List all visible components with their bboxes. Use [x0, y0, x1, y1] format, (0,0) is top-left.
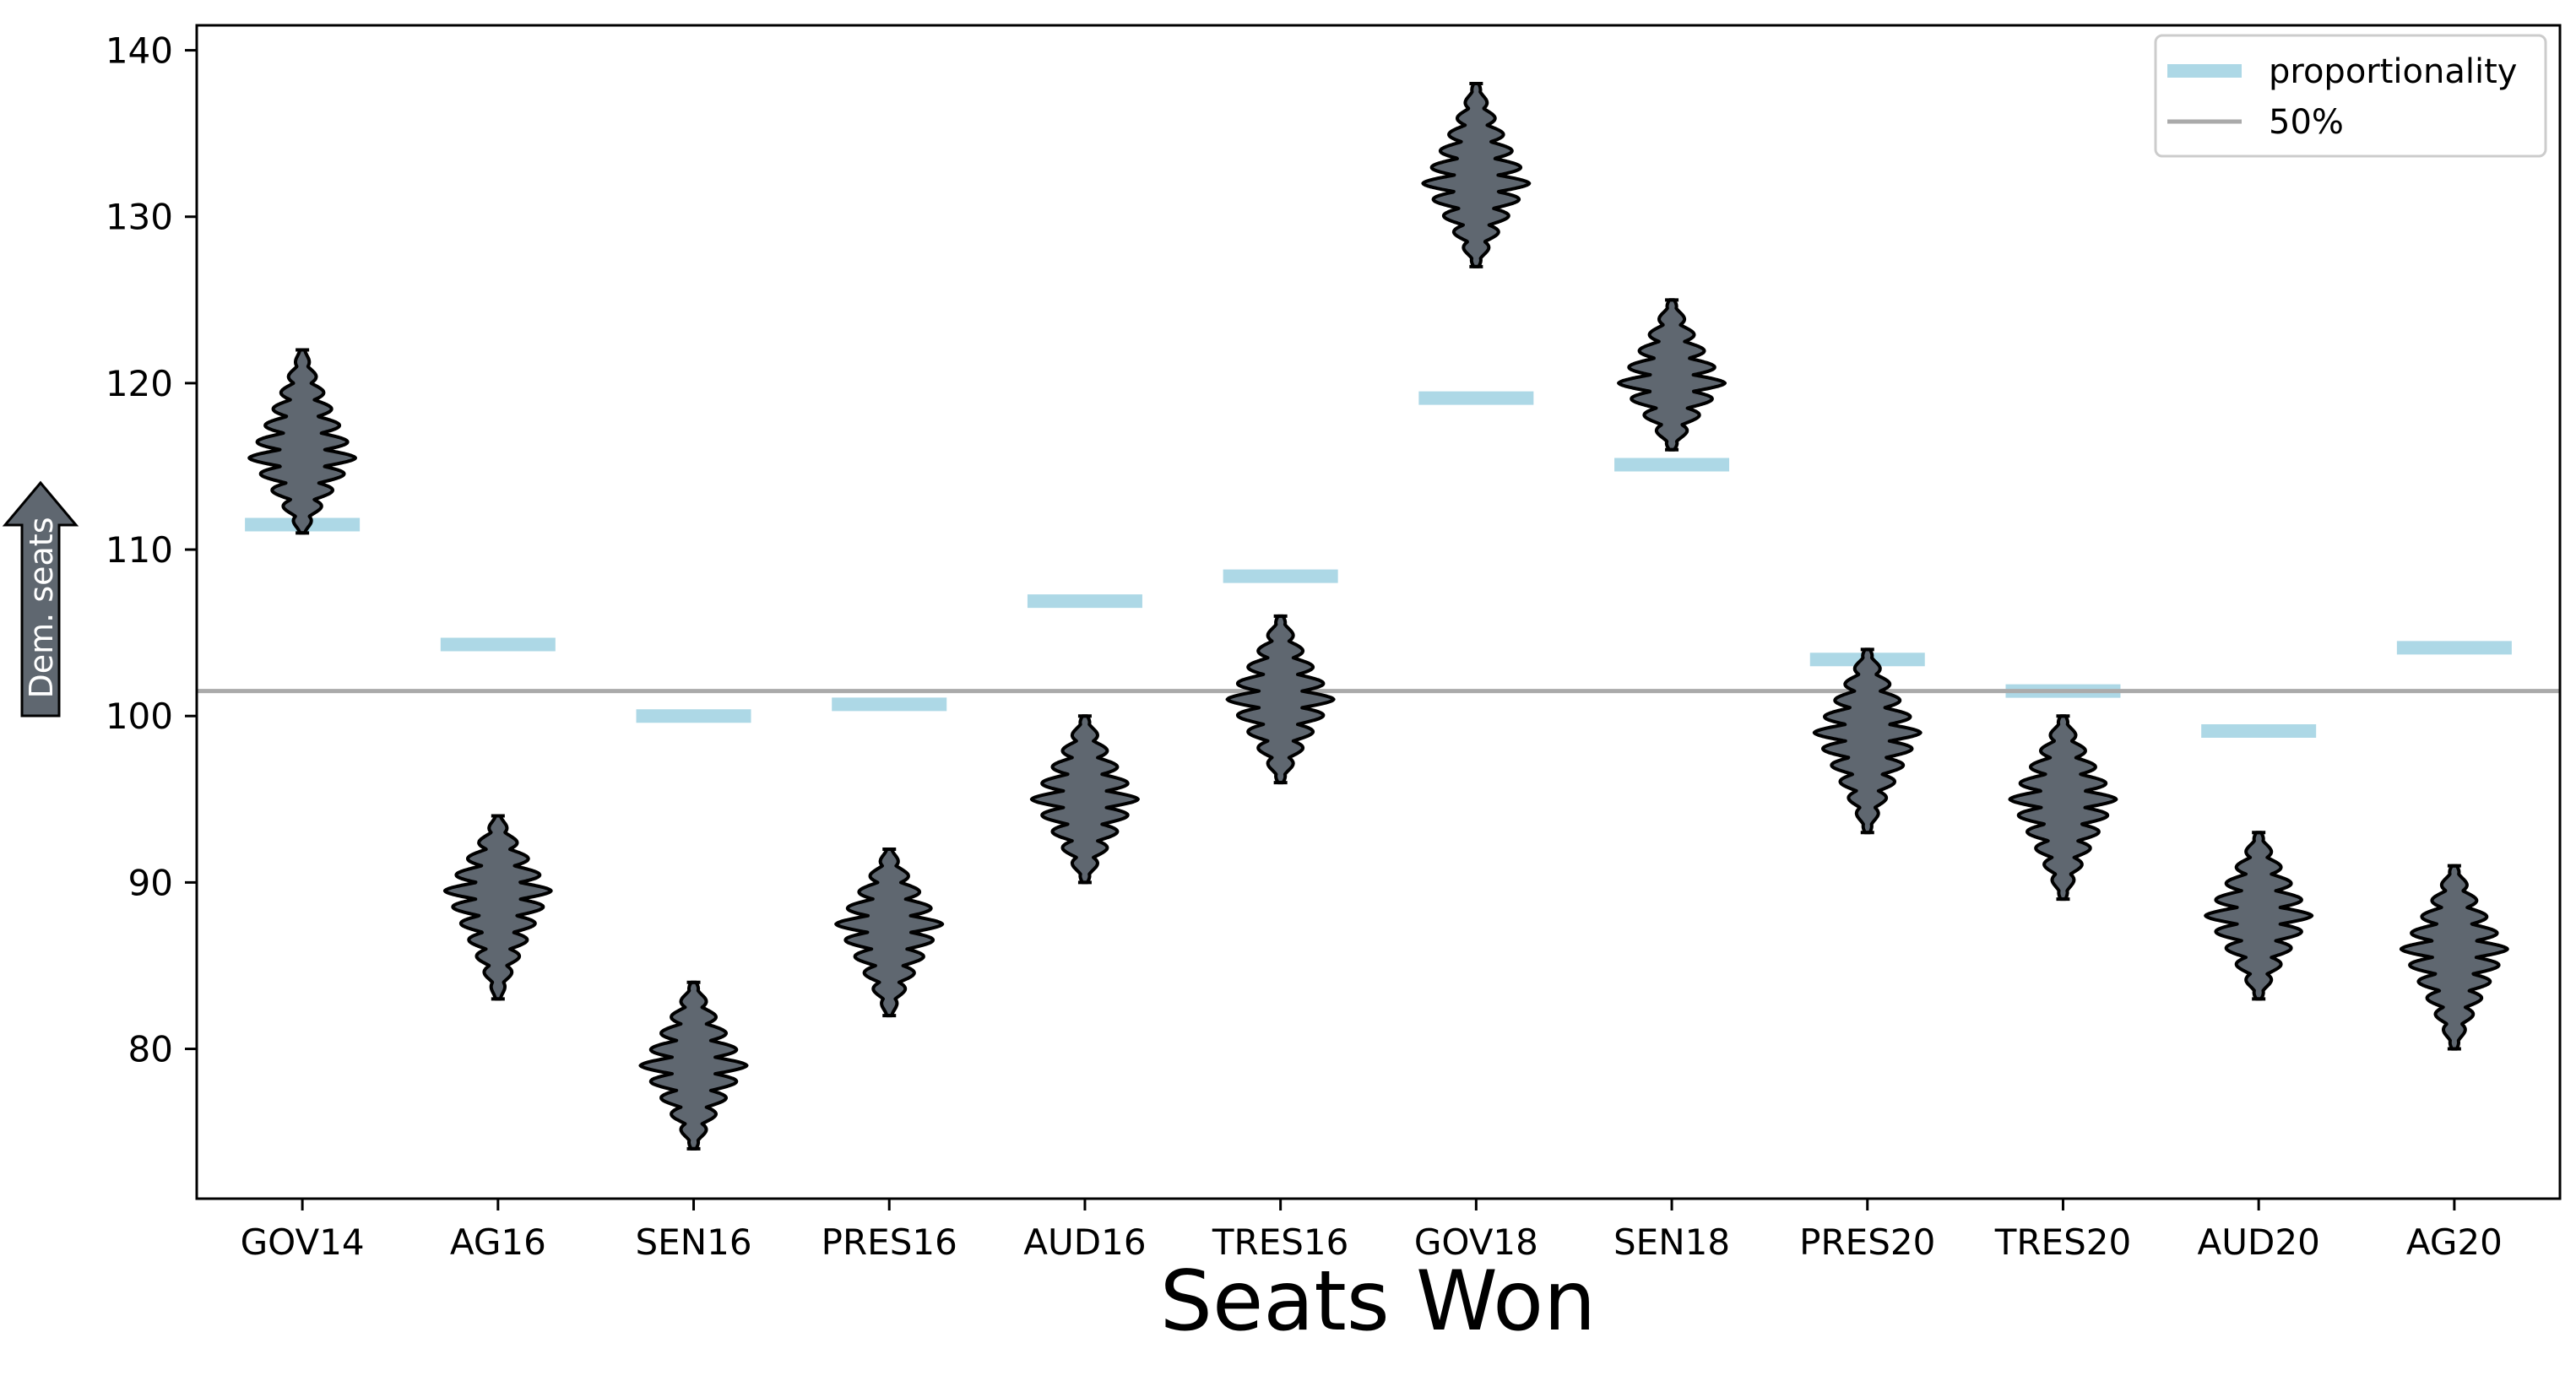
legend-box [2154, 34, 2547, 158]
x-tick-label: SEN18 [1613, 1221, 1730, 1263]
y-tick-label: 140 [106, 30, 173, 72]
dem-seats-arrow: Dem. seats [2, 480, 79, 718]
y-ticks: 80 90 100 110 120 130 140 [106, 30, 197, 1070]
x-tick-label: AUD16 [1023, 1221, 1146, 1263]
x-ticks: GOV14 AG16 SEN16 PRES16 AUD16 TRES16 GOV18 SEN1… [241, 1199, 2503, 1263]
x-tick-label: AUD20 [2198, 1221, 2320, 1263]
y-tick-label: 120 [106, 363, 173, 404]
x-tick-label: AG16 [450, 1221, 546, 1263]
x-tick-label: TRES20 [1994, 1221, 2131, 1263]
arrow-shape [2, 480, 79, 718]
x-axis-label: Seats Won [1160, 1254, 1596, 1350]
x-tick-label: AG20 [2406, 1221, 2503, 1263]
y-tick-label: 80 [128, 1029, 173, 1070]
x-tick-label: SEN16 [636, 1221, 752, 1263]
legend-label-50-percent: 50% [2269, 103, 2344, 142]
x-tick-label: PRES20 [1799, 1221, 1935, 1263]
arrow-label: Dem. seats [23, 517, 60, 699]
x-tick-label: TRES16 [1212, 1221, 1348, 1263]
legend-label-proportionality: proportionality [2269, 52, 2517, 91]
y-tick-label: 100 [106, 696, 173, 737]
y-tick-label: 90 [128, 862, 173, 903]
violins [247, 82, 2509, 1151]
y-tick-label: 130 [106, 197, 173, 238]
x-tick-label: GOV14 [241, 1221, 365, 1263]
axes [195, 24, 2562, 1200]
plot-frame [195, 24, 2562, 1200]
legend: proportionality 50% [2154, 34, 2547, 158]
x-tick-label: PRES16 [822, 1221, 957, 1263]
x-tick-label: GOV18 [1414, 1221, 1538, 1263]
y-tick-label: 110 [106, 529, 173, 571]
